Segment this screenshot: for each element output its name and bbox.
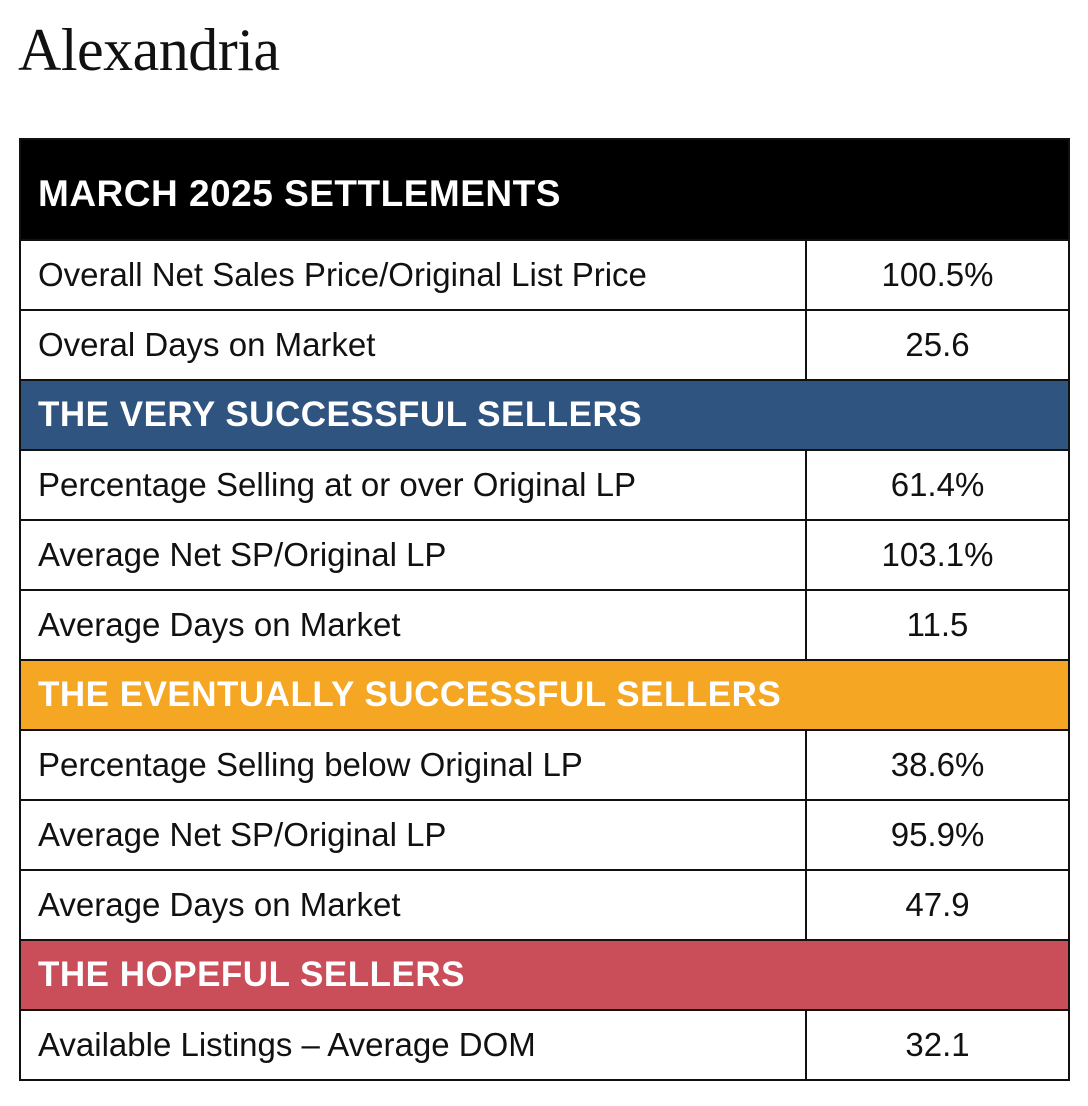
row-label: Average Days on Market bbox=[19, 869, 807, 941]
table-row: Average Days on Market 47.9 bbox=[19, 869, 1071, 941]
table-row: Overall Net Sales Price/Original List Pr… bbox=[19, 239, 1071, 311]
settlements-table: MARCH 2025 SETTLEMENTS Overall Net Sales… bbox=[18, 138, 1071, 1081]
table-row: Overal Days on Market 25.6 bbox=[19, 309, 1071, 381]
row-label: Overall Net Sales Price/Original List Pr… bbox=[19, 239, 807, 311]
row-value: 95.9% bbox=[804, 799, 1071, 871]
section-heading: THE VERY SUCCESSFUL SELLERS bbox=[18, 379, 1071, 451]
table-row: Percentage Selling below Original LP 38.… bbox=[19, 729, 1071, 801]
table-row: Available Listings – Average DOM 32.1 bbox=[19, 1009, 1071, 1081]
section-header-hopeful: THE HOPEFUL SELLERS bbox=[18, 939, 1071, 1011]
row-value: 100.5% bbox=[804, 239, 1071, 311]
section-heading: THE HOPEFUL SELLERS bbox=[18, 939, 1071, 1011]
row-label: Overal Days on Market bbox=[19, 309, 807, 381]
row-label: Average Net SP/Original LP bbox=[19, 519, 807, 591]
page-title: Alexandria bbox=[18, 17, 280, 83]
section-header-eventually-successful: THE EVENTUALLY SUCCESSFUL SELLERS bbox=[18, 659, 1071, 731]
row-label: Percentage Selling at or over Original L… bbox=[19, 449, 807, 521]
row-value: 61.4% bbox=[804, 449, 1071, 521]
row-label: Available Listings – Average DOM bbox=[19, 1009, 807, 1081]
section-header-settlements: MARCH 2025 SETTLEMENTS bbox=[18, 138, 1071, 241]
section-header-very-successful: THE VERY SUCCESSFUL SELLERS bbox=[18, 379, 1071, 451]
row-value: 103.1% bbox=[804, 519, 1071, 591]
row-value: 32.1 bbox=[804, 1009, 1071, 1081]
table-row: Average Net SP/Original LP 95.9% bbox=[19, 799, 1071, 871]
table-row: Average Days on Market 11.5 bbox=[19, 589, 1071, 661]
row-label: Average Net SP/Original LP bbox=[19, 799, 807, 871]
section-heading: THE EVENTUALLY SUCCESSFUL SELLERS bbox=[18, 659, 1071, 731]
row-value: 11.5 bbox=[804, 589, 1071, 661]
table-row: Percentage Selling at or over Original L… bbox=[19, 449, 1071, 521]
row-label: Average Days on Market bbox=[19, 589, 807, 661]
row-value: 47.9 bbox=[804, 869, 1071, 941]
row-value: 25.6 bbox=[804, 309, 1071, 381]
row-value: 38.6% bbox=[804, 729, 1071, 801]
section-heading: MARCH 2025 SETTLEMENTS bbox=[18, 138, 1071, 241]
row-label: Percentage Selling below Original LP bbox=[19, 729, 807, 801]
table-row: Average Net SP/Original LP 103.1% bbox=[19, 519, 1071, 591]
